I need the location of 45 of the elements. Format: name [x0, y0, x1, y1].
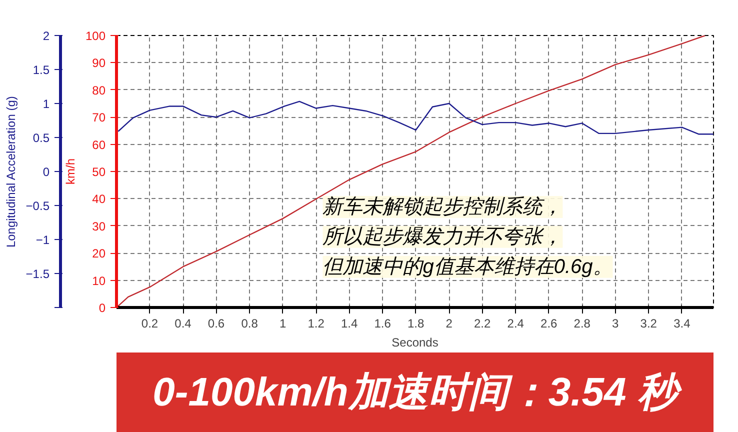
y-tick-label: 90	[92, 56, 106, 70]
y-tick-label: 100	[85, 29, 106, 43]
x-axis-title: Seconds	[392, 336, 438, 350]
x-tick-label: 2	[446, 316, 453, 330]
y-axis-title: km/h	[63, 158, 78, 184]
x-tick-label: 1.2	[308, 316, 325, 330]
annotation: 所以起步爆发力并不夸张，	[322, 226, 563, 248]
y2-tick-label: 0	[42, 165, 50, 179]
y-tick-label: 20	[92, 246, 106, 261]
x-tick-label: 0.2	[141, 316, 158, 330]
line-series	[116, 36, 706, 308]
y2-tick-label: −0.5	[26, 199, 50, 213]
y-tick-label: 80	[92, 83, 106, 98]
text: 0-100km/h加速时间：3.54 秒	[152, 370, 682, 414]
y-tick-label: 50	[92, 165, 106, 179]
y-tick-label: 70	[92, 110, 106, 125]
y-tick-label: 60	[92, 138, 106, 152]
y2-tick-label: 1	[42, 97, 50, 111]
annotation: 新车未解锁起步控制系统，	[322, 196, 563, 218]
x-tick-label: 2.4	[507, 316, 524, 330]
x-tick-label: 0.4	[174, 316, 192, 330]
x-tick-label: 0.6	[208, 316, 225, 330]
y2-tick-label: −1.5	[26, 267, 50, 281]
x-tick-label: 1.8	[407, 316, 424, 330]
x-tick-label: 1	[279, 316, 286, 330]
x-tick-label: 3.2	[640, 316, 658, 330]
y2-axis-title: Longitudinal Acceleration (g)	[4, 96, 18, 248]
y2-tick-label: 1.5	[32, 63, 50, 77]
x-tick-label: 2.6	[540, 316, 558, 330]
x-tick-label: 2.8	[574, 316, 591, 330]
x-tick-label: 1.4	[340, 316, 358, 330]
x-tick-label: 3.4	[674, 316, 691, 330]
x-tick-label: 1.6	[374, 316, 392, 330]
y2-tick-label: 0.5	[32, 131, 50, 145]
y2-tick-label: 2	[42, 29, 50, 43]
y-tick-label: 0	[98, 301, 106, 315]
y-tick-label: 40	[92, 192, 106, 206]
y-tick-label: 10	[92, 274, 106, 288]
x-tick-label: 2.2	[474, 316, 492, 330]
annotation: 但加速中的g值基本维持在0.6g。	[322, 256, 613, 278]
line-series	[118, 100, 714, 135]
y2-tick-label: −1	[36, 233, 50, 247]
y-tick-label: 30	[92, 219, 106, 234]
x-tick-label: 3	[612, 316, 620, 330]
x-tick-label: 0.8	[241, 316, 258, 330]
